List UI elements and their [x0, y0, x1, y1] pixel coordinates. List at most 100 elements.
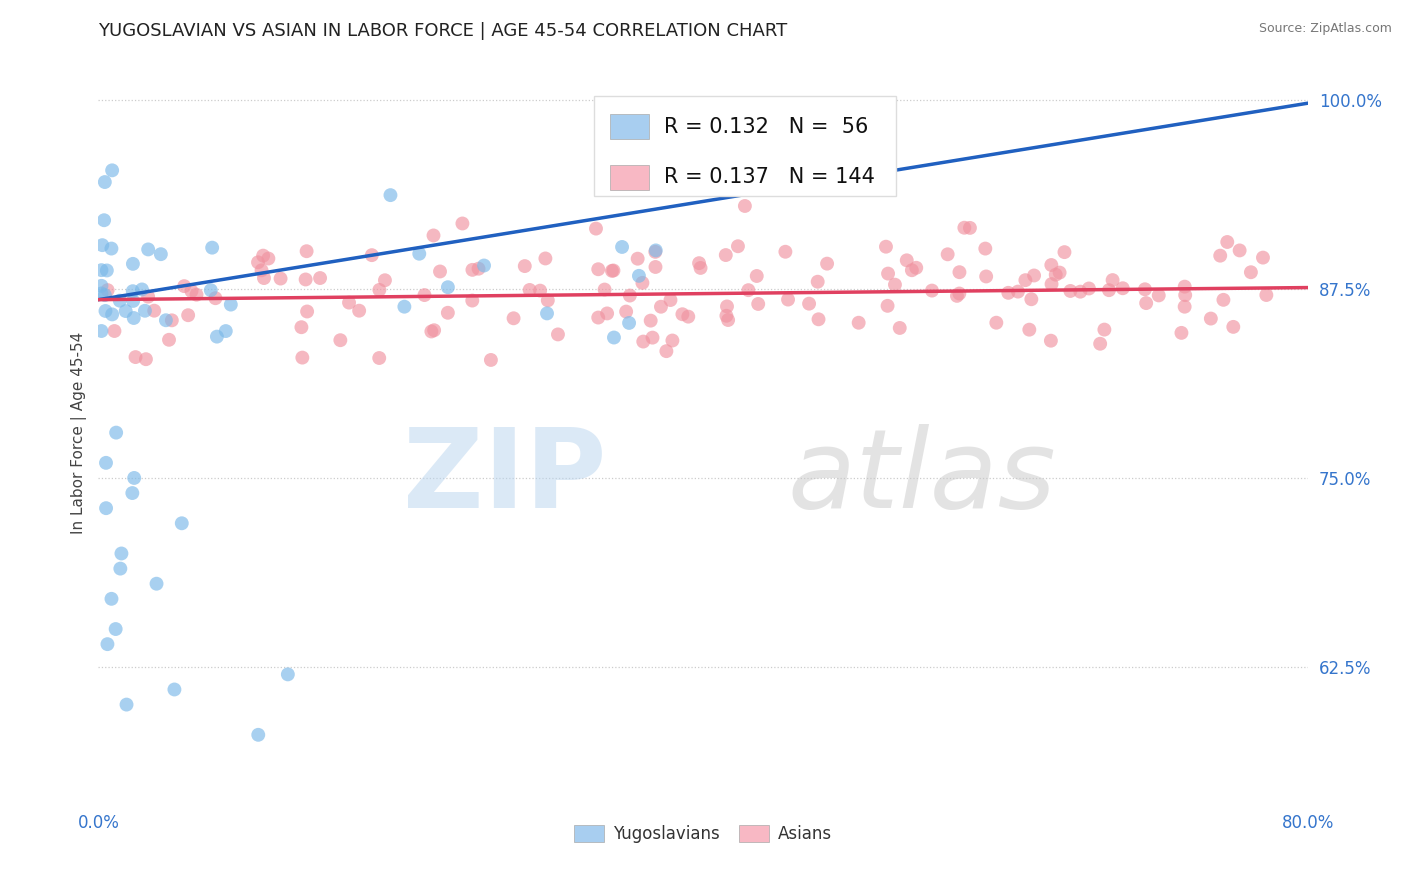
Point	[1092, 323, 1115, 337]
Point	[472, 259, 495, 273]
Point	[91, 238, 114, 252]
Point	[603, 330, 626, 344]
Point	[101, 307, 124, 321]
Point	[408, 246, 430, 260]
Point	[948, 286, 970, 301]
Point	[619, 288, 641, 302]
Point	[96, 263, 118, 277]
Point	[631, 276, 654, 290]
Point	[329, 333, 352, 347]
Point	[290, 320, 312, 334]
Point	[1147, 288, 1170, 302]
FancyBboxPatch shape	[610, 114, 648, 139]
Point	[257, 252, 280, 266]
Point	[974, 269, 997, 284]
Point	[688, 256, 710, 270]
Point	[876, 299, 898, 313]
Point	[671, 307, 693, 321]
Point	[997, 285, 1019, 300]
Point	[1135, 296, 1157, 310]
Point	[716, 300, 738, 314]
Point	[134, 303, 156, 318]
Point	[529, 284, 551, 298]
Point	[114, 304, 136, 318]
Point	[157, 333, 180, 347]
Text: R = 0.137   N = 144: R = 0.137 N = 144	[664, 168, 875, 187]
Point	[905, 260, 928, 275]
Point	[121, 486, 143, 500]
Point	[155, 313, 177, 327]
Point	[252, 249, 274, 263]
Point	[122, 311, 145, 326]
Point	[807, 312, 830, 326]
Point	[347, 303, 370, 318]
Point	[678, 310, 700, 324]
Point	[714, 248, 737, 262]
Point	[461, 263, 484, 277]
Point	[717, 313, 740, 327]
Point	[451, 217, 474, 231]
Point	[143, 303, 166, 318]
Point	[633, 334, 655, 349]
Point	[1088, 336, 1111, 351]
Point	[1256, 288, 1278, 302]
Point	[115, 698, 138, 712]
Point	[1059, 284, 1081, 298]
Point	[586, 310, 609, 325]
Point	[815, 257, 838, 271]
Point	[588, 262, 610, 277]
Point	[1039, 334, 1062, 348]
Point	[253, 271, 276, 285]
Point	[295, 304, 318, 318]
Point	[775, 244, 797, 259]
Point	[368, 283, 391, 297]
Point	[1101, 273, 1123, 287]
Point	[93, 213, 115, 227]
Point	[1133, 282, 1156, 296]
Point	[1098, 283, 1121, 297]
Point	[536, 306, 558, 320]
Point	[1053, 245, 1076, 260]
Point	[1174, 300, 1197, 314]
Point	[360, 248, 382, 262]
Point	[121, 284, 143, 298]
Point	[797, 296, 820, 310]
Point	[610, 240, 633, 254]
Point	[848, 316, 870, 330]
Point	[936, 247, 959, 261]
Point	[94, 175, 117, 189]
Point	[716, 309, 738, 323]
Point	[186, 287, 208, 301]
Point	[948, 265, 970, 279]
Point	[90, 286, 112, 301]
Point	[177, 308, 200, 322]
Point	[247, 728, 270, 742]
Point	[585, 221, 607, 235]
FancyBboxPatch shape	[610, 165, 648, 190]
Point	[537, 293, 560, 308]
Point	[896, 253, 918, 268]
Point	[110, 561, 132, 575]
Point	[627, 268, 650, 283]
Point	[1174, 279, 1197, 293]
Point	[479, 353, 502, 368]
Point	[1112, 281, 1135, 295]
Point	[94, 304, 117, 318]
Point	[884, 277, 907, 292]
Point	[131, 282, 153, 296]
Point	[877, 267, 900, 281]
Point	[1040, 277, 1063, 291]
Point	[593, 283, 616, 297]
Point	[122, 471, 145, 485]
Point	[94, 288, 117, 302]
Point	[104, 622, 127, 636]
Point	[689, 260, 711, 275]
Point	[437, 280, 460, 294]
Point	[467, 261, 489, 276]
Point	[614, 304, 637, 318]
Point	[103, 324, 125, 338]
Point	[1022, 268, 1045, 283]
Point	[661, 334, 683, 348]
Point	[1049, 266, 1071, 280]
Point	[1007, 285, 1029, 299]
